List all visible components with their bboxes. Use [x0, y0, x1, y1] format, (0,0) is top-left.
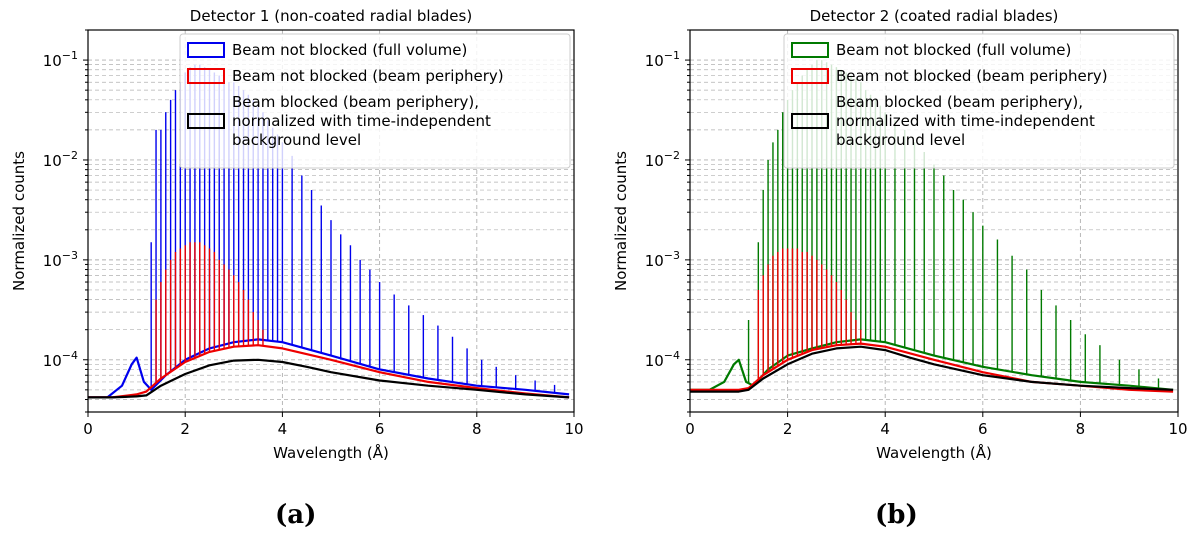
- panel-caption-b: (b): [875, 500, 918, 530]
- panel-a: 0 2 4 6 8 10 10−4 10−3 10−2 10−1 Detector 1 (non-c…: [10, 7, 584, 462]
- legend-swatch: [791, 68, 829, 84]
- y-tick-label: 10−1: [43, 49, 78, 70]
- x-tick-label: 0: [685, 420, 695, 438]
- x-tick-label: 4: [880, 420, 890, 438]
- y-tick-label: 10−3: [645, 249, 680, 270]
- y-tick-label: 10−3: [43, 249, 78, 270]
- series-1: [88, 242, 570, 399]
- x-tick-label: 6: [978, 420, 988, 438]
- series-group: [690, 60, 1174, 393]
- y-tick-label: 10−4: [645, 349, 680, 370]
- legend-swatch: [187, 42, 225, 58]
- panel-b: 0 2 4 6 8 10 10−4 10−3 10−2 10−1 Detector 2 (coate…: [612, 7, 1188, 462]
- series-1: [690, 248, 1174, 393]
- y-tick-label: 10−4: [43, 349, 78, 370]
- x-tick-label: 8: [1076, 420, 1086, 438]
- y-tick-label: 10−1: [645, 49, 680, 70]
- series-line: [88, 344, 570, 399]
- legend-label: Beam not blocked (beam periphery): [232, 67, 504, 85]
- legend-swatch: [187, 68, 225, 84]
- x-tick-label: 10: [1168, 420, 1187, 438]
- x-tick-label: 6: [375, 420, 385, 438]
- legend-label: Beam not blocked (beam periphery): [836, 67, 1108, 85]
- y-axis-label: Normalized counts: [10, 151, 28, 291]
- legend-box: [783, 33, 1175, 169]
- legend-swatch: [187, 113, 225, 129]
- legend-swatch: [791, 113, 829, 129]
- legend-label: Beam blocked (beam periphery), normalized…: [232, 93, 491, 149]
- x-tick-label: 0: [83, 420, 93, 438]
- legend-swatch: [791, 42, 829, 58]
- y-axis-label: Normalized counts: [612, 151, 630, 291]
- x-axis-label: Wavelength (Å): [273, 443, 389, 462]
- legend-label: Beam not blocked (full volume): [232, 41, 467, 59]
- legend-box: [179, 33, 571, 169]
- x-tick-label: 2: [180, 420, 190, 438]
- x-tick-label: 8: [472, 420, 482, 438]
- plot-frame: [689, 29, 1179, 413]
- chart-title: Detector 2 (coated radial blades): [810, 7, 1059, 25]
- legend: Beam not blocked (full volume) Beam not b…: [179, 33, 571, 169]
- y-tick-label: 10−2: [43, 149, 78, 170]
- x-tick-label: 4: [278, 420, 288, 438]
- panel-caption-a: (a): [275, 500, 317, 530]
- x-axis-label: Wavelength (Å): [876, 443, 992, 462]
- series-line: [690, 345, 1174, 393]
- legend-label: Beam not blocked (full volume): [836, 41, 1071, 59]
- series-2: [88, 358, 570, 399]
- x-tick-label: 10: [564, 420, 583, 438]
- legend: Beam not blocked (full volume) Beam not b…: [783, 33, 1175, 169]
- plot-frame: [87, 29, 575, 413]
- x-tick-label: 2: [783, 420, 793, 438]
- series-2: [690, 345, 1174, 393]
- series-line: [88, 358, 570, 399]
- y-tick-label: 10−2: [645, 149, 680, 170]
- chart-title: Detector 1 (non-coated radial blades): [190, 7, 472, 25]
- legend-label: Beam blocked (beam periphery), normalized…: [836, 93, 1095, 149]
